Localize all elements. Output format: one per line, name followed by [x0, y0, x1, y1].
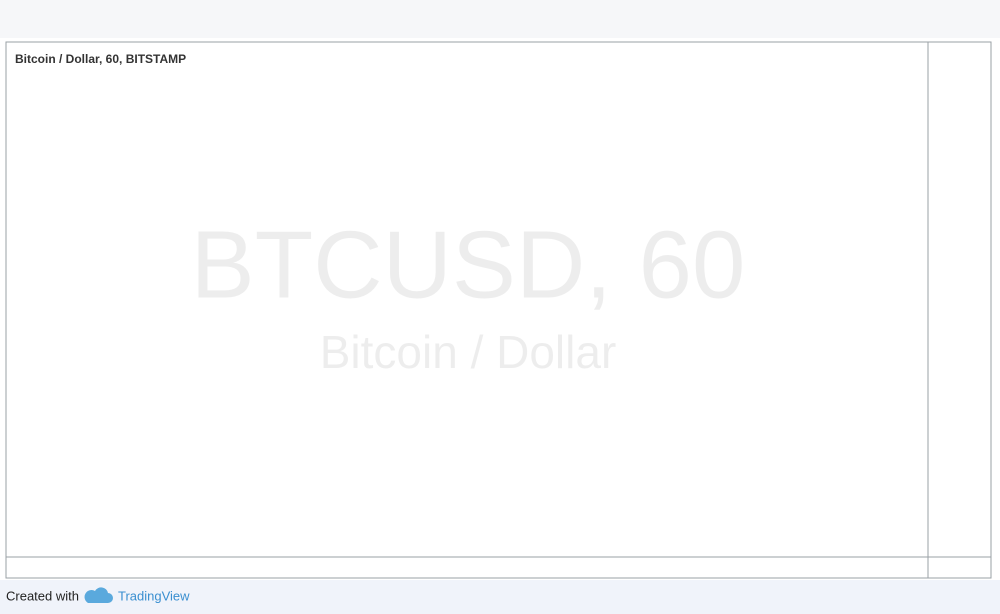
chart-title: Bitcoin / Dollar, 60, BITSTAMP: [15, 52, 186, 66]
footer-bar: [0, 580, 1000, 614]
tradingview-logo: [84, 587, 113, 603]
watermark: BTCUSD, 60: [191, 211, 746, 318]
chart-frame: [5, 41, 992, 579]
footer-brand[interactable]: TradingView: [118, 588, 190, 603]
top-bar: [0, 0, 1000, 38]
watermark-subtitle: Bitcoin / Dollar: [320, 326, 617, 378]
footer-created-with: Created with: [6, 588, 79, 603]
